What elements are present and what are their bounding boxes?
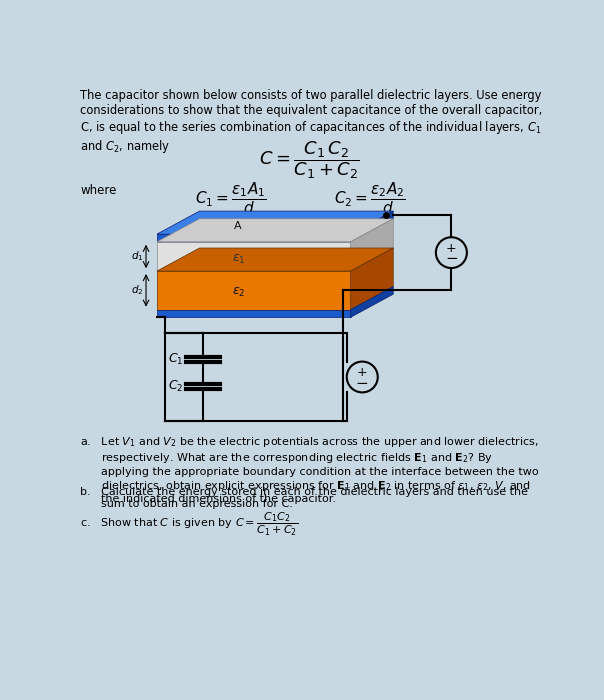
Text: $C_2$: $C_2$ xyxy=(168,379,183,394)
Polygon shape xyxy=(157,271,351,309)
Polygon shape xyxy=(157,248,393,271)
Polygon shape xyxy=(351,286,393,317)
Text: where: where xyxy=(80,184,117,197)
Text: $\varepsilon_1$: $\varepsilon_1$ xyxy=(231,253,245,266)
Polygon shape xyxy=(351,218,393,271)
Text: +: + xyxy=(357,366,368,379)
Text: c.   Show that $C$ is given by $C = \dfrac{C_1 C_2}{C_1+C_2}$: c. Show that $C$ is given by $C = \dfrac… xyxy=(80,510,298,538)
Text: $C = \dfrac{C_1\,C_2}{C_1 + C_2}$: $C = \dfrac{C_1\,C_2}{C_1 + C_2}$ xyxy=(259,139,360,181)
Text: b.   Calculate the energy stored in each of the dielectric layers and then use t: b. Calculate the energy stored in each o… xyxy=(80,487,528,509)
Text: +: + xyxy=(446,241,457,255)
Text: $C_1 = \dfrac{\varepsilon_1 A_1}{d}$: $C_1 = \dfrac{\varepsilon_1 A_1}{d}$ xyxy=(194,181,266,216)
Text: $d_1$: $d_1$ xyxy=(131,250,144,263)
Text: a.   Let $V_1$ and $V_2$ be the electric potentials across the upper and lower d: a. Let $V_1$ and $V_2$ be the electric p… xyxy=(80,435,539,504)
Polygon shape xyxy=(157,234,351,242)
Text: $C_1$: $C_1$ xyxy=(168,352,183,368)
Polygon shape xyxy=(351,248,393,309)
Text: −: − xyxy=(356,376,368,391)
Polygon shape xyxy=(157,218,393,242)
Text: −: − xyxy=(445,251,458,266)
Polygon shape xyxy=(157,242,351,271)
Polygon shape xyxy=(157,309,351,317)
Text: A: A xyxy=(234,221,241,232)
Text: The capacitor shown below consists of two parallel dielectric layers. Use energy: The capacitor shown below consists of tw… xyxy=(80,89,542,155)
Text: $\varepsilon_2$: $\varepsilon_2$ xyxy=(231,286,245,299)
Polygon shape xyxy=(351,211,393,242)
Text: $d_2$: $d_2$ xyxy=(131,284,144,298)
Text: $C_2 = \dfrac{\varepsilon_2 A_2}{d}$: $C_2 = \dfrac{\varepsilon_2 A_2}{d}$ xyxy=(334,181,406,216)
Polygon shape xyxy=(157,211,393,234)
